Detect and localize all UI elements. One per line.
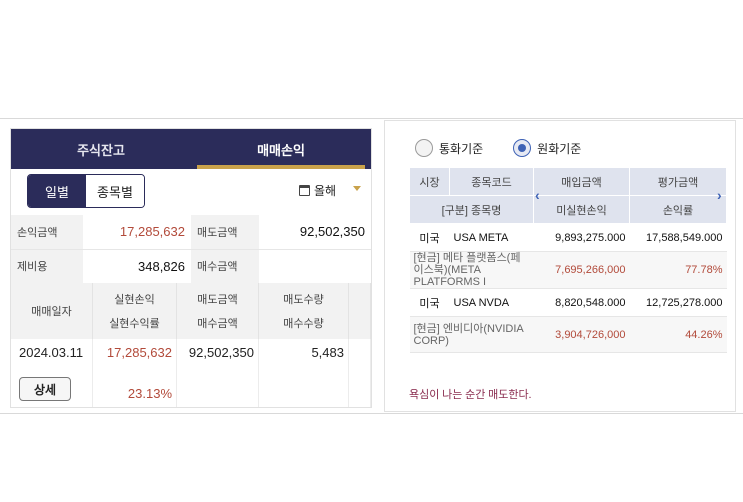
- tab-trade-profit[interactable]: 매매손익: [191, 129, 371, 169]
- sell-amount: 92,502,350: [188, 345, 254, 360]
- currency-basis-label: 통화기준: [439, 141, 484, 156]
- row-unrealized: 7,695,266,000: [533, 251, 630, 289]
- scroll-left-icon[interactable]: ‹: [535, 187, 540, 203]
- realized-profit: 17,285,632: [106, 345, 172, 360]
- row-date-cell: 2024.03.11 상세: [11, 339, 93, 407]
- col-sell-amount: 매도금액: [197, 294, 238, 306]
- row-spacer: [349, 339, 371, 407]
- row-amount-cell: 92,502,350: [177, 339, 259, 407]
- row-rate: 44.26%: [629, 316, 727, 353]
- row-qty-cell: 5,483: [259, 339, 349, 407]
- row-stock-name: [현금] 엔비디아(NVIDIA CORP): [409, 316, 534, 353]
- holdings-panel: 통화기준 원화기준 시장 종목코드 매입금액 평가금액 [구분] 종목명 미실현…: [384, 120, 736, 412]
- table-row-detail[interactable]: [현금] 엔비디아(NVIDIA CORP) 3,904,726,000 44.…: [409, 316, 727, 353]
- sell-amount-label: 매도금액: [191, 215, 259, 250]
- krw-basis-label: 원화기준: [537, 141, 582, 156]
- col-rate: 손익률: [629, 195, 727, 224]
- daily-button[interactable]: 일별: [28, 175, 86, 207]
- col-name: [구분] 종목명: [409, 195, 534, 224]
- header-row-1: 시장 종목코드 매입금액 평가금액: [409, 167, 727, 196]
- fees-label: 제비용: [11, 249, 83, 284]
- scroll-right-icon[interactable]: ›: [717, 187, 722, 203]
- frame-divider-bottom: [0, 413, 743, 414]
- col-buy-qty: 매수수량: [283, 318, 324, 330]
- radio-selected-icon[interactable]: [513, 139, 532, 157]
- col-qty: 매도수량 매수수량: [259, 283, 349, 339]
- summary-table: 손익금액 17,285,632 매도금액 92,502,350 제비용 348,…: [11, 215, 371, 284]
- row-stock-name: [현금] 메타 플랫폼스(페이스북)(META PLATFORMS I: [409, 251, 534, 289]
- row-buy-amount: 8,820,548.000: [533, 288, 630, 317]
- profit-amount-value: 17,285,632: [83, 215, 191, 250]
- sell-qty: 5,483: [311, 345, 344, 360]
- col-buy-amount: 매입금액: [533, 167, 630, 196]
- detail-button[interactable]: 상세: [19, 377, 71, 401]
- summary-row: 손익금액 17,285,632 매도금액 92,502,350: [11, 215, 371, 250]
- calendar-icon: [299, 185, 310, 196]
- row-unrealized: 3,904,726,000: [533, 316, 630, 353]
- col-code: 종목코드: [449, 167, 534, 196]
- row-buy-amount: 9,893,275.000: [533, 223, 630, 252]
- krw-basis-option[interactable]: 원화기준: [513, 139, 581, 157]
- col-buy-amount: 매수금액: [197, 318, 238, 330]
- view-segment: 일별 종목별: [27, 174, 145, 208]
- col-market: 시장: [409, 167, 450, 196]
- row-ticker: USA META: [449, 223, 534, 252]
- profit-amount-label: 손익금액: [11, 215, 83, 250]
- buy-amount-value: [259, 249, 371, 284]
- buy-amount-label: 매수금액: [191, 249, 259, 284]
- holdings-table: 시장 종목코드 매입금액 평가금액 [구분] 종목명 미실현손익 손익률 미국 …: [409, 167, 727, 353]
- row-market: 미국: [409, 288, 450, 317]
- currency-basis-option[interactable]: 통화기준: [415, 139, 483, 157]
- col-amount: 매도금액 매수금액: [177, 283, 259, 339]
- table-row-detail[interactable]: [현금] 메타 플랫폼스(페이스북)(META PLATFORMS I 7,69…: [409, 251, 727, 289]
- row-realized-cell: 17,285,632 23.13%: [93, 339, 177, 407]
- row-rate: 77.78%: [629, 251, 727, 289]
- period-select[interactable]: 올해: [299, 182, 336, 199]
- col-realized-rate: 실현수익률: [109, 318, 160, 330]
- row-ticker: USA NVDA: [449, 288, 534, 317]
- fees-value: 348,826: [83, 249, 191, 284]
- row-market: 미국: [409, 223, 450, 252]
- header-row-2: [구분] 종목명 미실현손익 손익률: [409, 195, 727, 224]
- period-label: 올해: [314, 184, 337, 198]
- sell-amount-value: 92,502,350: [259, 215, 371, 250]
- table-row[interactable]: 미국 USA META 9,893,275.000 17,588,549.000: [409, 223, 727, 252]
- col-unrealized: 미실현손익: [533, 195, 630, 224]
- tab-bar: 주식잔고 매매손익: [11, 129, 371, 169]
- realized-rate: 23.13%: [127, 386, 172, 401]
- daily-profit-grid: 매매일자 실현손익 실현수익률 매도금액 매수금액 매도수량 매수수량 2024…: [11, 283, 371, 407]
- by-stock-button[interactable]: 종목별: [86, 175, 144, 207]
- caption-text: 욕심이 나는 순간 매도한다.: [409, 389, 532, 401]
- chevron-down-icon[interactable]: [353, 186, 361, 191]
- col-eval-amount: 평가금액: [629, 167, 727, 196]
- frame-divider-top: [0, 118, 743, 119]
- filter-bar: 일별 종목별 올해: [11, 169, 371, 213]
- table-row[interactable]: 2024.03.11 상세 17,285,632 23.13% 92,502,3…: [11, 339, 371, 407]
- currency-basis-radios: 통화기준 원화기준: [415, 139, 581, 157]
- trade-profit-panel: 주식잔고 매매손익 일별 종목별 올해 손익금액 17,285,632 매도금액…: [10, 128, 372, 408]
- col-sell-qty: 매도수량: [283, 294, 324, 306]
- radio-icon[interactable]: [415, 139, 433, 157]
- col-spacer: [349, 283, 371, 339]
- col-realized-profit: 실현손익: [114, 294, 155, 306]
- tab-stock-balance[interactable]: 주식잔고: [77, 142, 125, 158]
- col-realized: 실현손익 실현수익률: [93, 283, 177, 339]
- row-eval-amount: 17,588,549.000: [629, 223, 727, 252]
- row-eval-amount: 12,725,278.000: [629, 288, 727, 317]
- table-row[interactable]: 미국 USA NVDA 8,820,548.000 12,725,278.000: [409, 288, 727, 317]
- grid-header: 매매일자 실현손익 실현수익률 매도금액 매수금액 매도수량 매수수량: [11, 283, 371, 339]
- col-trade-date: 매매일자: [11, 283, 93, 339]
- summary-row: 제비용 348,826 매수금액: [11, 249, 371, 284]
- trade-date: 2024.03.11: [19, 345, 84, 360]
